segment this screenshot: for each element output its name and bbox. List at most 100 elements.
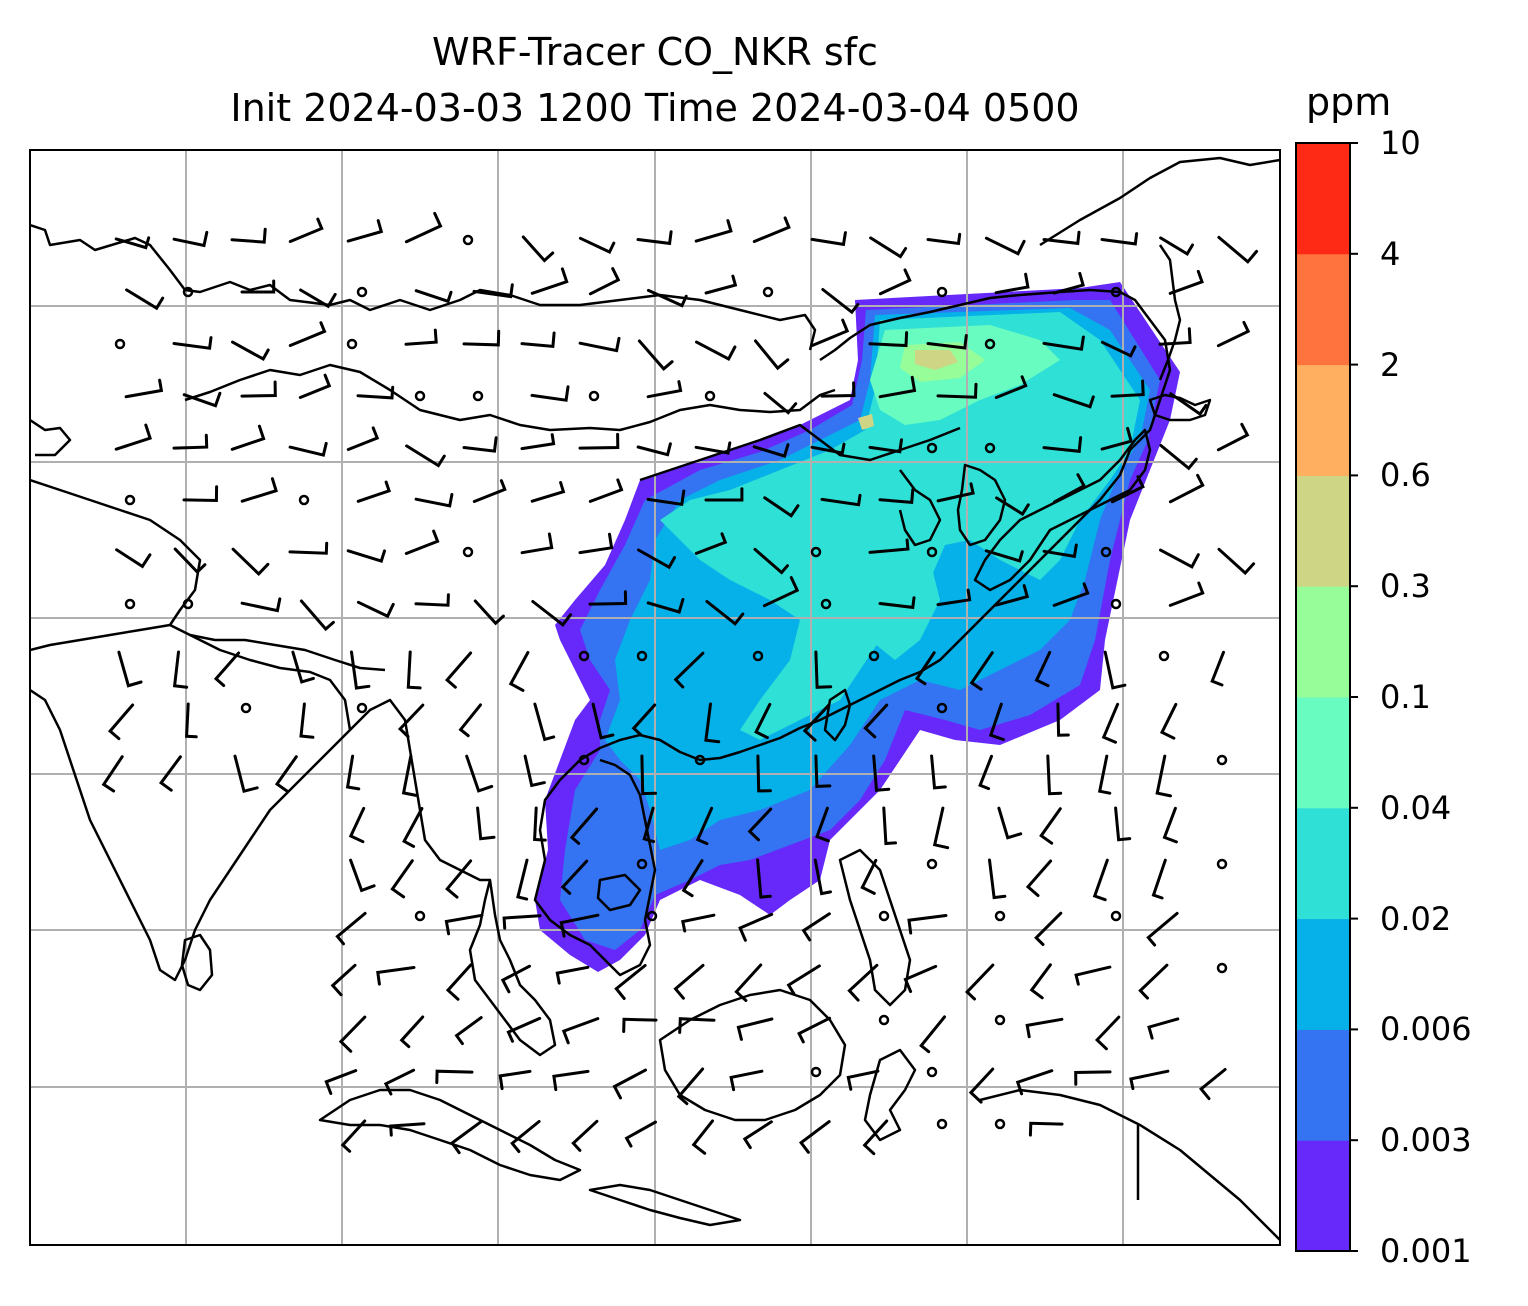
wind-barb <box>288 441 328 457</box>
wind-barb <box>797 1016 832 1044</box>
wind-barb <box>762 576 800 608</box>
wind-barb <box>763 496 800 518</box>
wind-barb <box>1217 547 1256 576</box>
wind-barb <box>968 1067 995 1104</box>
wind-barb <box>636 442 672 457</box>
wind-barb <box>810 442 846 455</box>
wind-barb <box>346 426 380 451</box>
wind-barb <box>1155 754 1172 798</box>
wind-barb <box>673 651 705 689</box>
wind-barb-calm <box>936 702 948 714</box>
wind-barb <box>984 236 1026 256</box>
wind-barb-calm <box>994 1118 1006 1130</box>
wind-barb-calm <box>1216 962 1228 974</box>
wind-barb <box>1074 1070 1112 1086</box>
coastline-borneo <box>658 988 847 1122</box>
wind-barb-calm <box>124 598 136 610</box>
wind-barb <box>1216 320 1251 348</box>
wind-barbs <box>101 211 1259 1156</box>
wind-barb <box>1097 754 1112 795</box>
wind-barb <box>472 479 507 503</box>
wind-barb <box>578 432 620 450</box>
wind-barb-calm <box>646 910 658 922</box>
wind-barb-calm <box>926 546 938 558</box>
coastline-okhotsk <box>1039 156 1280 247</box>
coastline-hainan <box>596 873 642 912</box>
wind-barb <box>1046 754 1063 796</box>
wind-barb-calm <box>462 234 474 246</box>
wind-barb <box>868 331 909 348</box>
wind-barb <box>458 703 482 738</box>
wind-barb <box>903 964 938 993</box>
wind-barb-calm <box>636 858 648 870</box>
wind-barb <box>988 702 1005 741</box>
wind-barb <box>330 963 357 997</box>
wind-barb <box>756 858 772 899</box>
wind-barb <box>798 1120 831 1154</box>
wind-barb <box>1025 859 1053 897</box>
wind-barb <box>646 489 686 506</box>
coastline-philippines <box>838 848 912 1007</box>
tracer-level-6b <box>858 414 874 430</box>
wind-barb <box>646 288 688 308</box>
wind-barb-calm <box>636 650 648 662</box>
wind-barb <box>1052 582 1090 607</box>
wind-barb <box>591 702 615 740</box>
coastlines <box>30 156 1280 1241</box>
wind-barb <box>1052 393 1095 409</box>
wind-barb <box>520 331 556 349</box>
coastline-sumatra <box>318 1088 582 1182</box>
wind-barb <box>1110 475 1145 504</box>
wind-barb <box>694 441 732 455</box>
wind-barb-calm <box>1100 546 1112 558</box>
wind-barb <box>1029 963 1052 1000</box>
wind-barb <box>1151 858 1167 900</box>
wind-barb-calm <box>694 754 706 766</box>
wind-barb <box>1168 269 1204 295</box>
wind-barb <box>472 283 514 299</box>
wind-barb-calm <box>926 442 938 454</box>
wind-barb-calm <box>414 910 426 922</box>
wind-barb <box>465 754 494 793</box>
colorbar-segment <box>1296 1029 1350 1141</box>
colorbar-tick-label: 0.003 <box>1380 1121 1472 1160</box>
wind-barb <box>390 859 414 899</box>
wind-barb-calm <box>298 494 310 506</box>
coastline-china-coast <box>579 449 1132 762</box>
colorbar-segment <box>1296 475 1350 587</box>
colorbar-frame <box>1295 142 1351 1252</box>
wind-barb <box>810 231 847 247</box>
wind-barb <box>862 1119 889 1156</box>
wind-barb <box>1074 965 1112 986</box>
colorbar <box>1296 142 1358 1252</box>
wind-barb <box>1217 235 1259 264</box>
wind-barb <box>473 599 505 626</box>
coastline-bay-of-bengal <box>349 698 490 882</box>
wind-barb-calm <box>578 650 590 662</box>
wind-barb <box>676 1067 705 1106</box>
wind-barb <box>569 807 599 845</box>
wind-barb <box>747 807 773 842</box>
wind-barb <box>678 1017 716 1034</box>
wind-barb <box>882 806 897 846</box>
wind-barb <box>1100 340 1137 358</box>
wind-barb <box>1053 473 1087 504</box>
coastline-indochina <box>533 758 657 977</box>
wind-barb <box>288 541 329 555</box>
tracer-level-3 <box>660 312 1140 740</box>
wind-barb <box>213 651 241 687</box>
wind-barb <box>994 375 1028 399</box>
wind-barb <box>578 336 621 353</box>
wind-barb <box>1042 436 1083 453</box>
colorbar-tick-label: 0.6 <box>1380 456 1431 495</box>
wind-barb <box>936 382 978 399</box>
wind-barb <box>932 806 950 850</box>
colorbar-tick-label: 0.001 <box>1380 1232 1472 1270</box>
wind-barb <box>406 650 422 690</box>
wind-barb <box>531 600 573 627</box>
wind-barb <box>694 532 728 555</box>
wind-barb <box>738 912 774 942</box>
wind-barb-calm <box>936 1118 948 1130</box>
wind-barb <box>1162 806 1178 844</box>
border-central-asia <box>30 478 202 626</box>
